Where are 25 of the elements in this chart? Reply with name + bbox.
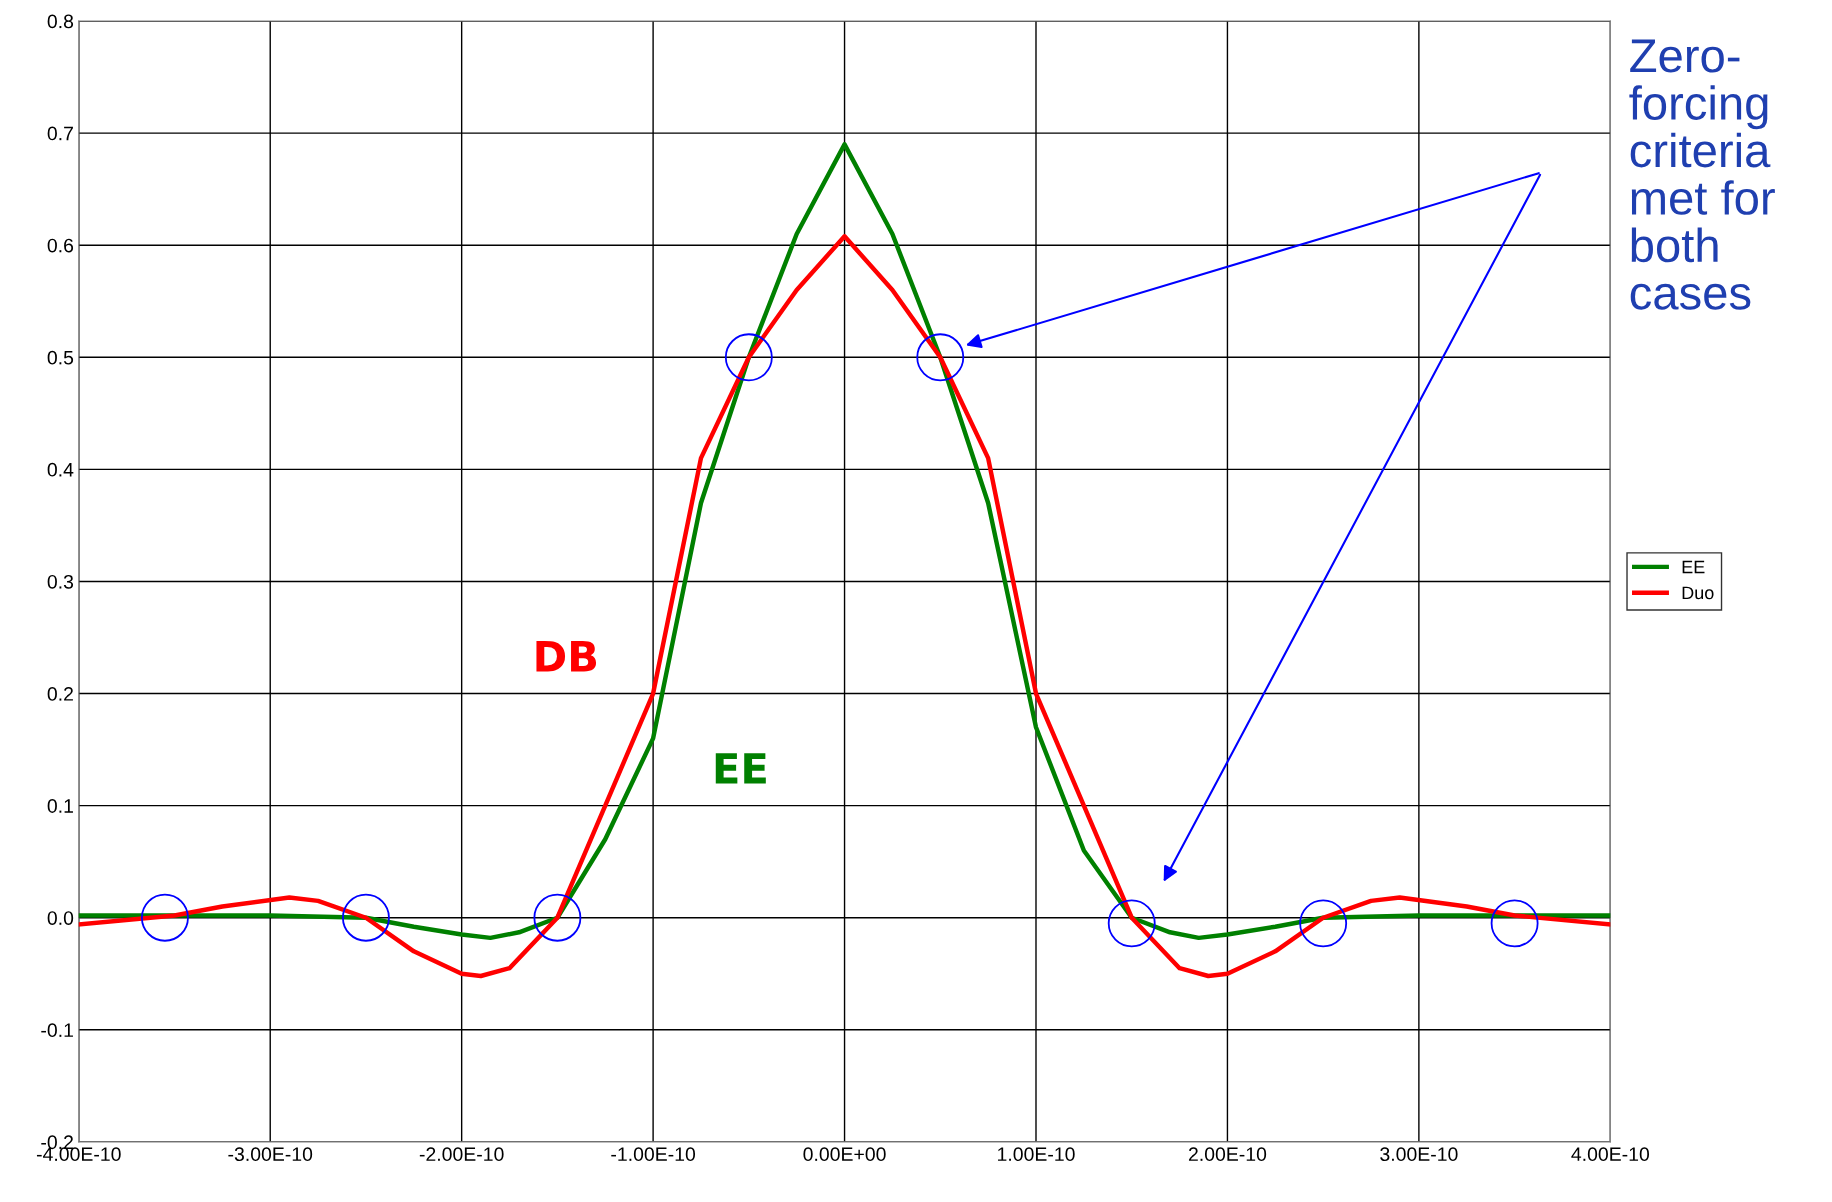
annotation: EE bbox=[715, 753, 766, 784]
y-tick-label: 0.3 bbox=[47, 574, 74, 589]
x-tick-label: 1.00E-10 bbox=[998, 1147, 1075, 1162]
y-tick-label: 0.8 bbox=[47, 14, 74, 29]
legend-label: EE bbox=[1682, 560, 1705, 574]
annotation: DB bbox=[536, 641, 597, 672]
y-tick-label: 0.5 bbox=[47, 350, 74, 365]
y-tick-label: 0.4 bbox=[47, 462, 74, 477]
x-tick-label: -4.00E-10 bbox=[36, 1147, 121, 1162]
y-tick-label: 0.2 bbox=[47, 687, 73, 701]
x-tick-label: 2.00E-10 bbox=[1188, 1147, 1267, 1162]
x-tick-label: -3.00E-10 bbox=[228, 1147, 313, 1162]
y-tick-label: 0.1 bbox=[47, 799, 73, 813]
x-tick-label: 0.00E+00 bbox=[803, 1147, 886, 1162]
text: Zero-forcing criteria met for both cases bbox=[1629, 39, 1775, 310]
legend-label: Duo bbox=[1682, 586, 1714, 600]
y-tick-label: -0.2 bbox=[41, 1135, 73, 1150]
x-tick-label: -1.00E-10 bbox=[611, 1147, 696, 1162]
y-tick-label: 0.7 bbox=[47, 126, 73, 141]
x-tick-label: 4.00E-10 bbox=[1571, 1147, 1650, 1162]
x-tick-label: -2.00E-10 bbox=[419, 1147, 504, 1162]
x-tick-label: 3.00E-10 bbox=[1380, 1147, 1458, 1162]
y-tick-label: 0.0 bbox=[47, 911, 74, 925]
y-tick-label: 0.6 bbox=[47, 238, 74, 253]
y-tick-label: -0.1 bbox=[41, 1023, 73, 1038]
